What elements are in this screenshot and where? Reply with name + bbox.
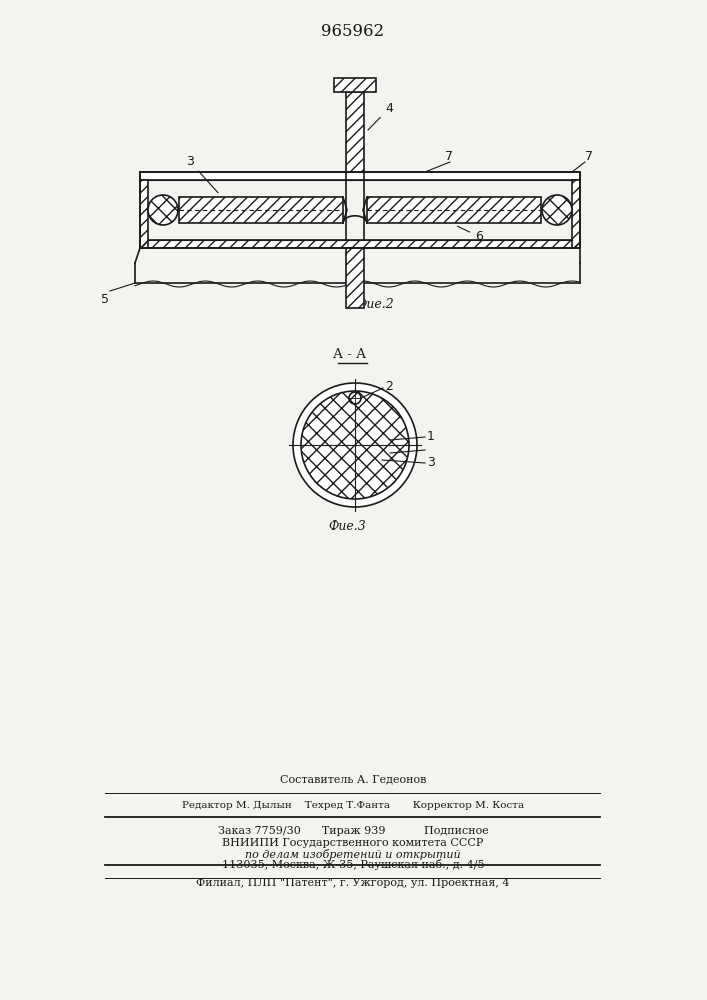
Text: 3: 3 bbox=[427, 456, 435, 470]
Text: 7: 7 bbox=[445, 150, 453, 163]
Text: 7: 7 bbox=[585, 150, 593, 163]
Text: 113035, Москва, Ж-35, Раушская наб., д. 4/5: 113035, Москва, Ж-35, Раушская наб., д. … bbox=[222, 859, 484, 870]
Text: Редактор М. Дылын    Техред Т.Фанта       Корректор М. Коста: Редактор М. Дылын Техред Т.Фанта Коррект… bbox=[182, 800, 524, 810]
Text: 5: 5 bbox=[101, 293, 109, 306]
Bar bbox=[367, 197, 541, 223]
Text: Составитель А. Гедеонов: Составитель А. Гедеонов bbox=[280, 774, 426, 784]
Bar bbox=[140, 240, 580, 248]
Bar bbox=[346, 248, 364, 308]
Text: А - А: А - А bbox=[334, 349, 366, 361]
Circle shape bbox=[293, 383, 417, 507]
Bar bbox=[346, 92, 364, 172]
Text: 1: 1 bbox=[427, 430, 435, 444]
Text: Заказ 7759/30      Тираж 939           Подписное: Заказ 7759/30 Тираж 939 Подписное bbox=[218, 826, 489, 836]
Text: по делам изобретений и открытий: по делам изобретений и открытий bbox=[245, 848, 461, 859]
Bar bbox=[140, 180, 148, 248]
Text: ВНИИПИ Государственного комитета СССР: ВНИИПИ Государственного комитета СССР bbox=[222, 838, 484, 848]
Text: 2: 2 bbox=[385, 379, 393, 392]
Bar bbox=[334, 78, 376, 92]
Circle shape bbox=[148, 195, 178, 225]
Bar bbox=[140, 240, 580, 248]
Text: Фuе.2: Фuе.2 bbox=[356, 298, 394, 312]
Bar bbox=[179, 197, 343, 223]
Text: 6: 6 bbox=[457, 226, 483, 243]
Bar bbox=[179, 197, 343, 223]
Text: 4: 4 bbox=[368, 102, 393, 130]
Bar bbox=[140, 172, 580, 180]
Bar bbox=[346, 248, 364, 308]
Bar bbox=[140, 180, 148, 248]
Bar bbox=[572, 180, 580, 248]
Circle shape bbox=[301, 391, 409, 499]
Bar bbox=[572, 180, 580, 248]
Circle shape bbox=[349, 392, 361, 404]
Text: 965962: 965962 bbox=[322, 23, 385, 40]
Text: 3: 3 bbox=[186, 155, 218, 193]
Circle shape bbox=[542, 195, 572, 225]
Bar bbox=[346, 92, 364, 172]
Bar bbox=[334, 78, 376, 92]
Bar bbox=[367, 197, 541, 223]
Text: Фuе.3: Фuе.3 bbox=[328, 520, 366, 534]
Text: Филиал, ПЛП "Патент", г. Ужгород, ул. Проектная, 4: Филиал, ПЛП "Патент", г. Ужгород, ул. Пр… bbox=[197, 878, 510, 888]
